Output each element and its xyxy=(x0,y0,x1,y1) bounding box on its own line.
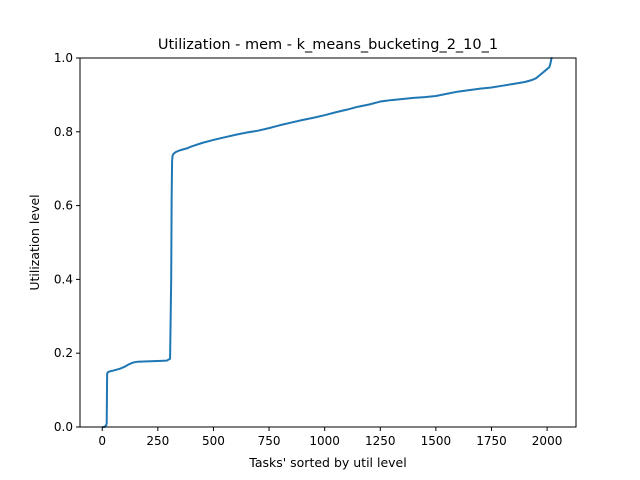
x-tick-label: 0 xyxy=(98,434,106,448)
utilization-series-line xyxy=(102,57,553,428)
x-axis-label: Tasks' sorted by util level xyxy=(248,455,406,470)
x-tick-label: 1750 xyxy=(476,434,507,448)
y-tick-label: 0.8 xyxy=(54,125,73,139)
x-tick-label: 1250 xyxy=(365,434,396,448)
y-tick-label: 0.0 xyxy=(54,420,73,434)
x-tick-label: 1000 xyxy=(309,434,340,448)
y-tick-label: 0.6 xyxy=(54,199,73,213)
y-tick-label: 0.4 xyxy=(54,272,73,286)
x-tick-label: 500 xyxy=(202,434,225,448)
plot-area xyxy=(102,57,553,428)
x-tick-label: 1500 xyxy=(421,434,452,448)
chart-title: Utilization - mem - k_means_bucketing_2_… xyxy=(158,37,498,53)
x-tick-label: 250 xyxy=(146,434,169,448)
x-tick-label: 750 xyxy=(258,434,281,448)
plot-frame xyxy=(79,57,577,428)
y-axis-ticks: 0.0 0.2 0.4 0.6 0.8 1.0 xyxy=(54,51,80,434)
x-axis-ticks: 0 250 500 750 1000 1250 1500 1750 2000 xyxy=(98,427,562,448)
y-tick-label: 1.0 xyxy=(54,51,73,65)
y-tick-label: 0.2 xyxy=(54,346,73,360)
x-tick-label: 2000 xyxy=(532,434,563,448)
y-axis-label: Utilization level xyxy=(27,194,42,290)
